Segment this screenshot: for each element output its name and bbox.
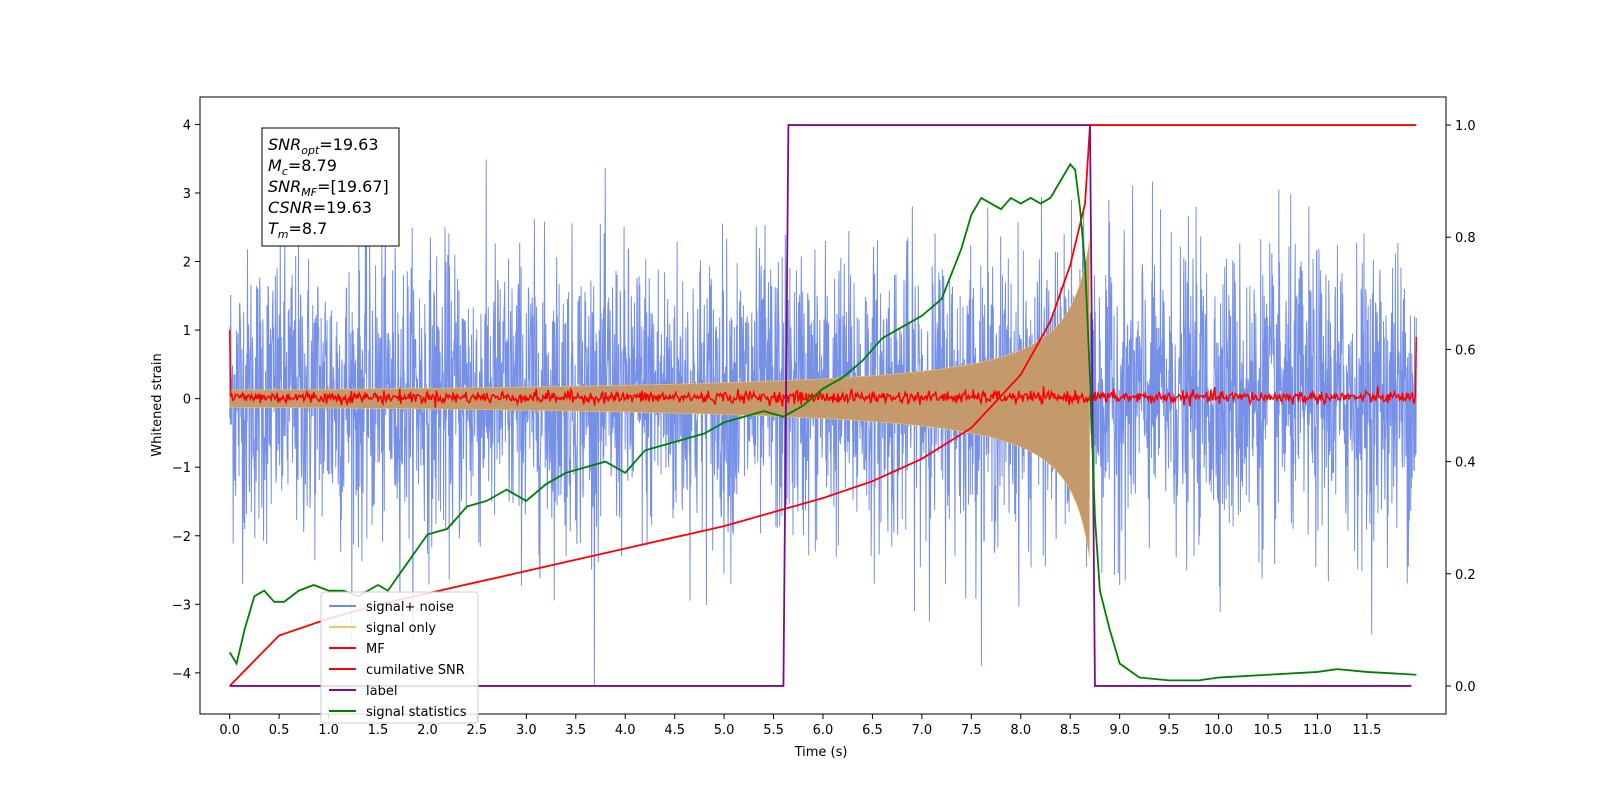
x-tick-label: 5.5 — [763, 723, 784, 738]
x-tick-label: 4.0 — [615, 723, 636, 738]
y-tick-label: −1 — [172, 461, 191, 476]
series-signal-statistics-line — [228, 162, 1417, 682]
x-tick-label: 2.0 — [417, 723, 438, 738]
x-axis: 0.0 0.5 1.0 1.5 2.0 2.5 3.0 3.5 4.0 4.5 5.0 5.5 6.0 6… — [219, 714, 1381, 738]
x-tick-label: 1.5 — [368, 723, 389, 738]
x-tick-label: 0.5 — [269, 723, 290, 738]
x-tick-label: 3.5 — [565, 723, 586, 738]
legend-entry: MF — [366, 642, 385, 657]
x-tick-label: 7.5 — [961, 723, 982, 738]
legend-entry: signal statistics — [366, 705, 467, 720]
x-tick-label: 1.0 — [318, 723, 339, 738]
annotation-box: SNRopt=19.63Mc=8.79SNRMF=[19.67]CSNR=19.… — [261, 127, 400, 247]
x-tick-label: 10.5 — [1254, 723, 1283, 738]
annotation-line: SNRMF=[19.67] — [268, 177, 389, 199]
x-axis-label: Time (s) — [794, 745, 848, 760]
y2-tick-label: 0.8 — [1455, 231, 1476, 246]
x-tick-label: 7.0 — [912, 723, 933, 738]
y-tick-label: 2 — [183, 256, 191, 271]
y2-tick-label: 0.0 — [1455, 680, 1476, 695]
x-tick-label: 9.0 — [1109, 723, 1130, 738]
y-tick-label: 1 — [183, 324, 191, 339]
x-tick-label: 5.0 — [714, 723, 735, 738]
y-tick-label: 3 — [183, 187, 191, 202]
y2-tick-label: 0.2 — [1455, 568, 1476, 583]
y-tick-label: −4 — [172, 667, 191, 682]
x-tick-label: 4.5 — [664, 723, 685, 738]
x-tick-label: 8.5 — [1060, 723, 1081, 738]
y-tick-label: −2 — [172, 530, 191, 545]
y2-tick-label: 0.4 — [1455, 456, 1476, 471]
series-signal-noise-line — [229, 159, 1417, 685]
legend-entry: cumilative SNR — [366, 663, 465, 678]
annotation-line: Mc=8.79 — [268, 156, 337, 178]
x-tick-label: 11.0 — [1303, 723, 1332, 738]
legend-entry: signal+ noise — [366, 600, 454, 615]
y2-tick-label: 0.6 — [1455, 343, 1476, 358]
x-tick-label: 2.5 — [467, 723, 488, 738]
x-tick-label: 10.0 — [1204, 723, 1233, 738]
series-label-line — [229, 124, 1412, 687]
y-tick-label: 0 — [183, 393, 191, 408]
y-tick-label: −3 — [172, 598, 191, 613]
x-tick-label: 0.0 — [219, 723, 240, 738]
annotation-line: Tm=8.7 — [268, 219, 327, 241]
x-tick-label: 6.5 — [862, 723, 883, 738]
x-tick-label: 3.0 — [516, 723, 537, 738]
y-axis-label: Whitened strain — [150, 353, 165, 456]
y-axis-right: 1.0 0.8 0.6 0.4 0.2 0.0 — [1446, 119, 1476, 695]
x-tick-label: 9.5 — [1159, 723, 1180, 738]
x-tick-label: 11.5 — [1352, 723, 1381, 738]
y-axis-left: 4 3 2 1 0 −1 −2 −3 −4 — [172, 118, 200, 682]
x-tick-label: 6.0 — [813, 723, 834, 738]
legend: signal+ noise signal only MF cumilative SNR… — [320, 591, 479, 724]
legend-entry: label — [366, 684, 397, 699]
y-tick-label: 4 — [183, 118, 191, 133]
annotation-line: SNRopt=19.63 — [268, 135, 379, 157]
x-tick-label: 8.0 — [1010, 723, 1031, 738]
series-mf-line — [228, 330, 1418, 408]
annotation-line: CSNR=19.63 — [268, 198, 372, 217]
y2-tick-label: 1.0 — [1455, 119, 1476, 134]
legend-entry: signal only — [366, 621, 436, 636]
